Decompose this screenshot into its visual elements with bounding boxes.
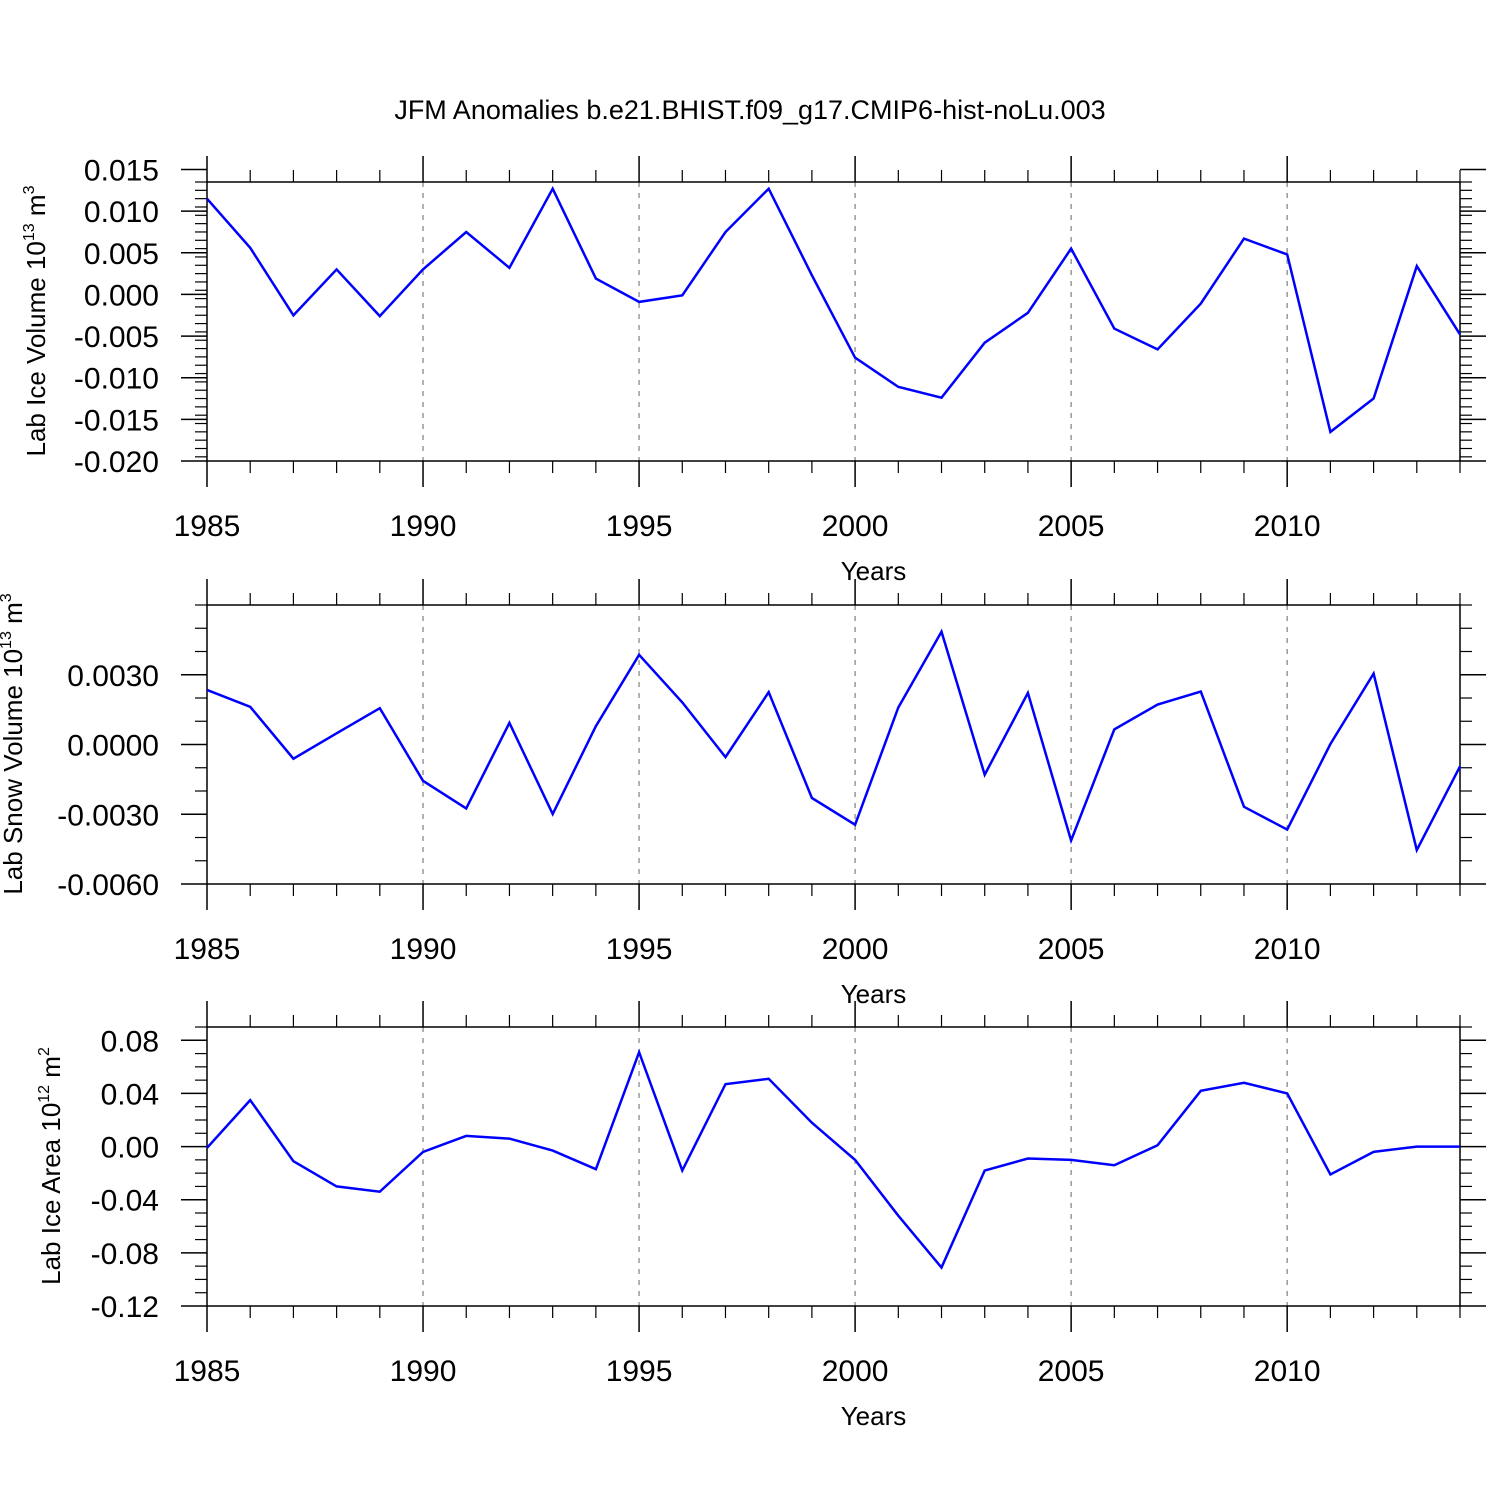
x-tick-label: 1990 <box>390 510 457 543</box>
x-tick-label: 1990 <box>390 933 457 966</box>
x-tick-label: 1985 <box>174 1355 241 1388</box>
x-tick-label: 2010 <box>1254 510 1321 543</box>
x-axis-label: Years <box>841 1401 907 1431</box>
chart-panel-2: 1985 1990 1995 2000 2005 2010 0.0030 0.0000 -0.0… <box>0 579 1486 1009</box>
x-tick-label: 2005 <box>1038 933 1105 966</box>
x-axis-label: Years <box>841 979 907 1009</box>
y-tick-label: 0.04 <box>101 1078 159 1111</box>
y-tick-label: 0.015 <box>84 155 159 188</box>
x-tick-label: 1990 <box>390 1355 457 1388</box>
y-axis-label: Lab Snow Volume 1013 m3 <box>0 593 28 894</box>
y-tick-label: 0.0000 <box>67 730 159 763</box>
y-tick-label: 0.005 <box>84 238 159 271</box>
y-tick-label: -0.005 <box>74 321 159 354</box>
y-tick-label: -0.04 <box>91 1185 159 1218</box>
y-tick-label: -0.010 <box>74 363 159 396</box>
y-tick-label: 0.010 <box>84 196 159 229</box>
plot-frame <box>206 181 1461 462</box>
chart-panel-1: 1985 1990 1995 2000 2005 2010 0.015 0.010 0.005 0… <box>21 155 1486 586</box>
x-tick-label: 2005 <box>1038 1355 1105 1388</box>
series-line <box>206 185 1462 435</box>
x-tick-label: 1995 <box>606 1355 673 1388</box>
x-tick-label: 1995 <box>606 933 673 966</box>
figure-title: JFM Anomalies b.e21.BHIST.f09_g17.CMIP6-… <box>394 95 1105 125</box>
x-tick-label: 2010 <box>1254 933 1321 966</box>
x-axis-label: Years <box>841 556 907 586</box>
y-axis-label: Lab Ice Area 1012 m2 <box>36 1047 66 1285</box>
y-tick-label: -0.0060 <box>57 869 159 902</box>
x-tick-label: 2000 <box>822 510 889 543</box>
chart-panel-3: 1985 1990 1995 2000 2005 2010 0.08 0.04 0.00 -0.0… <box>36 1001 1486 1431</box>
plot-frame <box>206 1026 1461 1307</box>
y-tick-label: -0.12 <box>91 1291 159 1324</box>
y-tick-label: 0.000 <box>84 279 159 312</box>
x-tick-label: 1995 <box>606 510 673 543</box>
x-tick-label: 1985 <box>174 510 241 543</box>
x-tick-label: 2000 <box>822 1355 889 1388</box>
y-tick-label: -0.08 <box>91 1238 159 1271</box>
x-tick-label: 2000 <box>822 933 889 966</box>
y-tick-label: 0.08 <box>101 1025 159 1058</box>
y-tick-label: 0.00 <box>101 1132 159 1165</box>
series-line <box>206 628 1462 854</box>
y-axis-label: Lab Ice Volume 1013 m3 <box>21 185 51 456</box>
x-tick-label: 1985 <box>174 933 241 966</box>
y-tick-label: 0.0030 <box>67 660 159 693</box>
y-tick-label: -0.0030 <box>57 799 159 832</box>
series-line <box>206 1048 1460 1270</box>
x-tick-label: 2010 <box>1254 1355 1321 1388</box>
y-tick-label: -0.015 <box>74 404 159 437</box>
x-tick-label: 2005 <box>1038 510 1105 543</box>
y-tick-label: -0.020 <box>74 446 159 479</box>
